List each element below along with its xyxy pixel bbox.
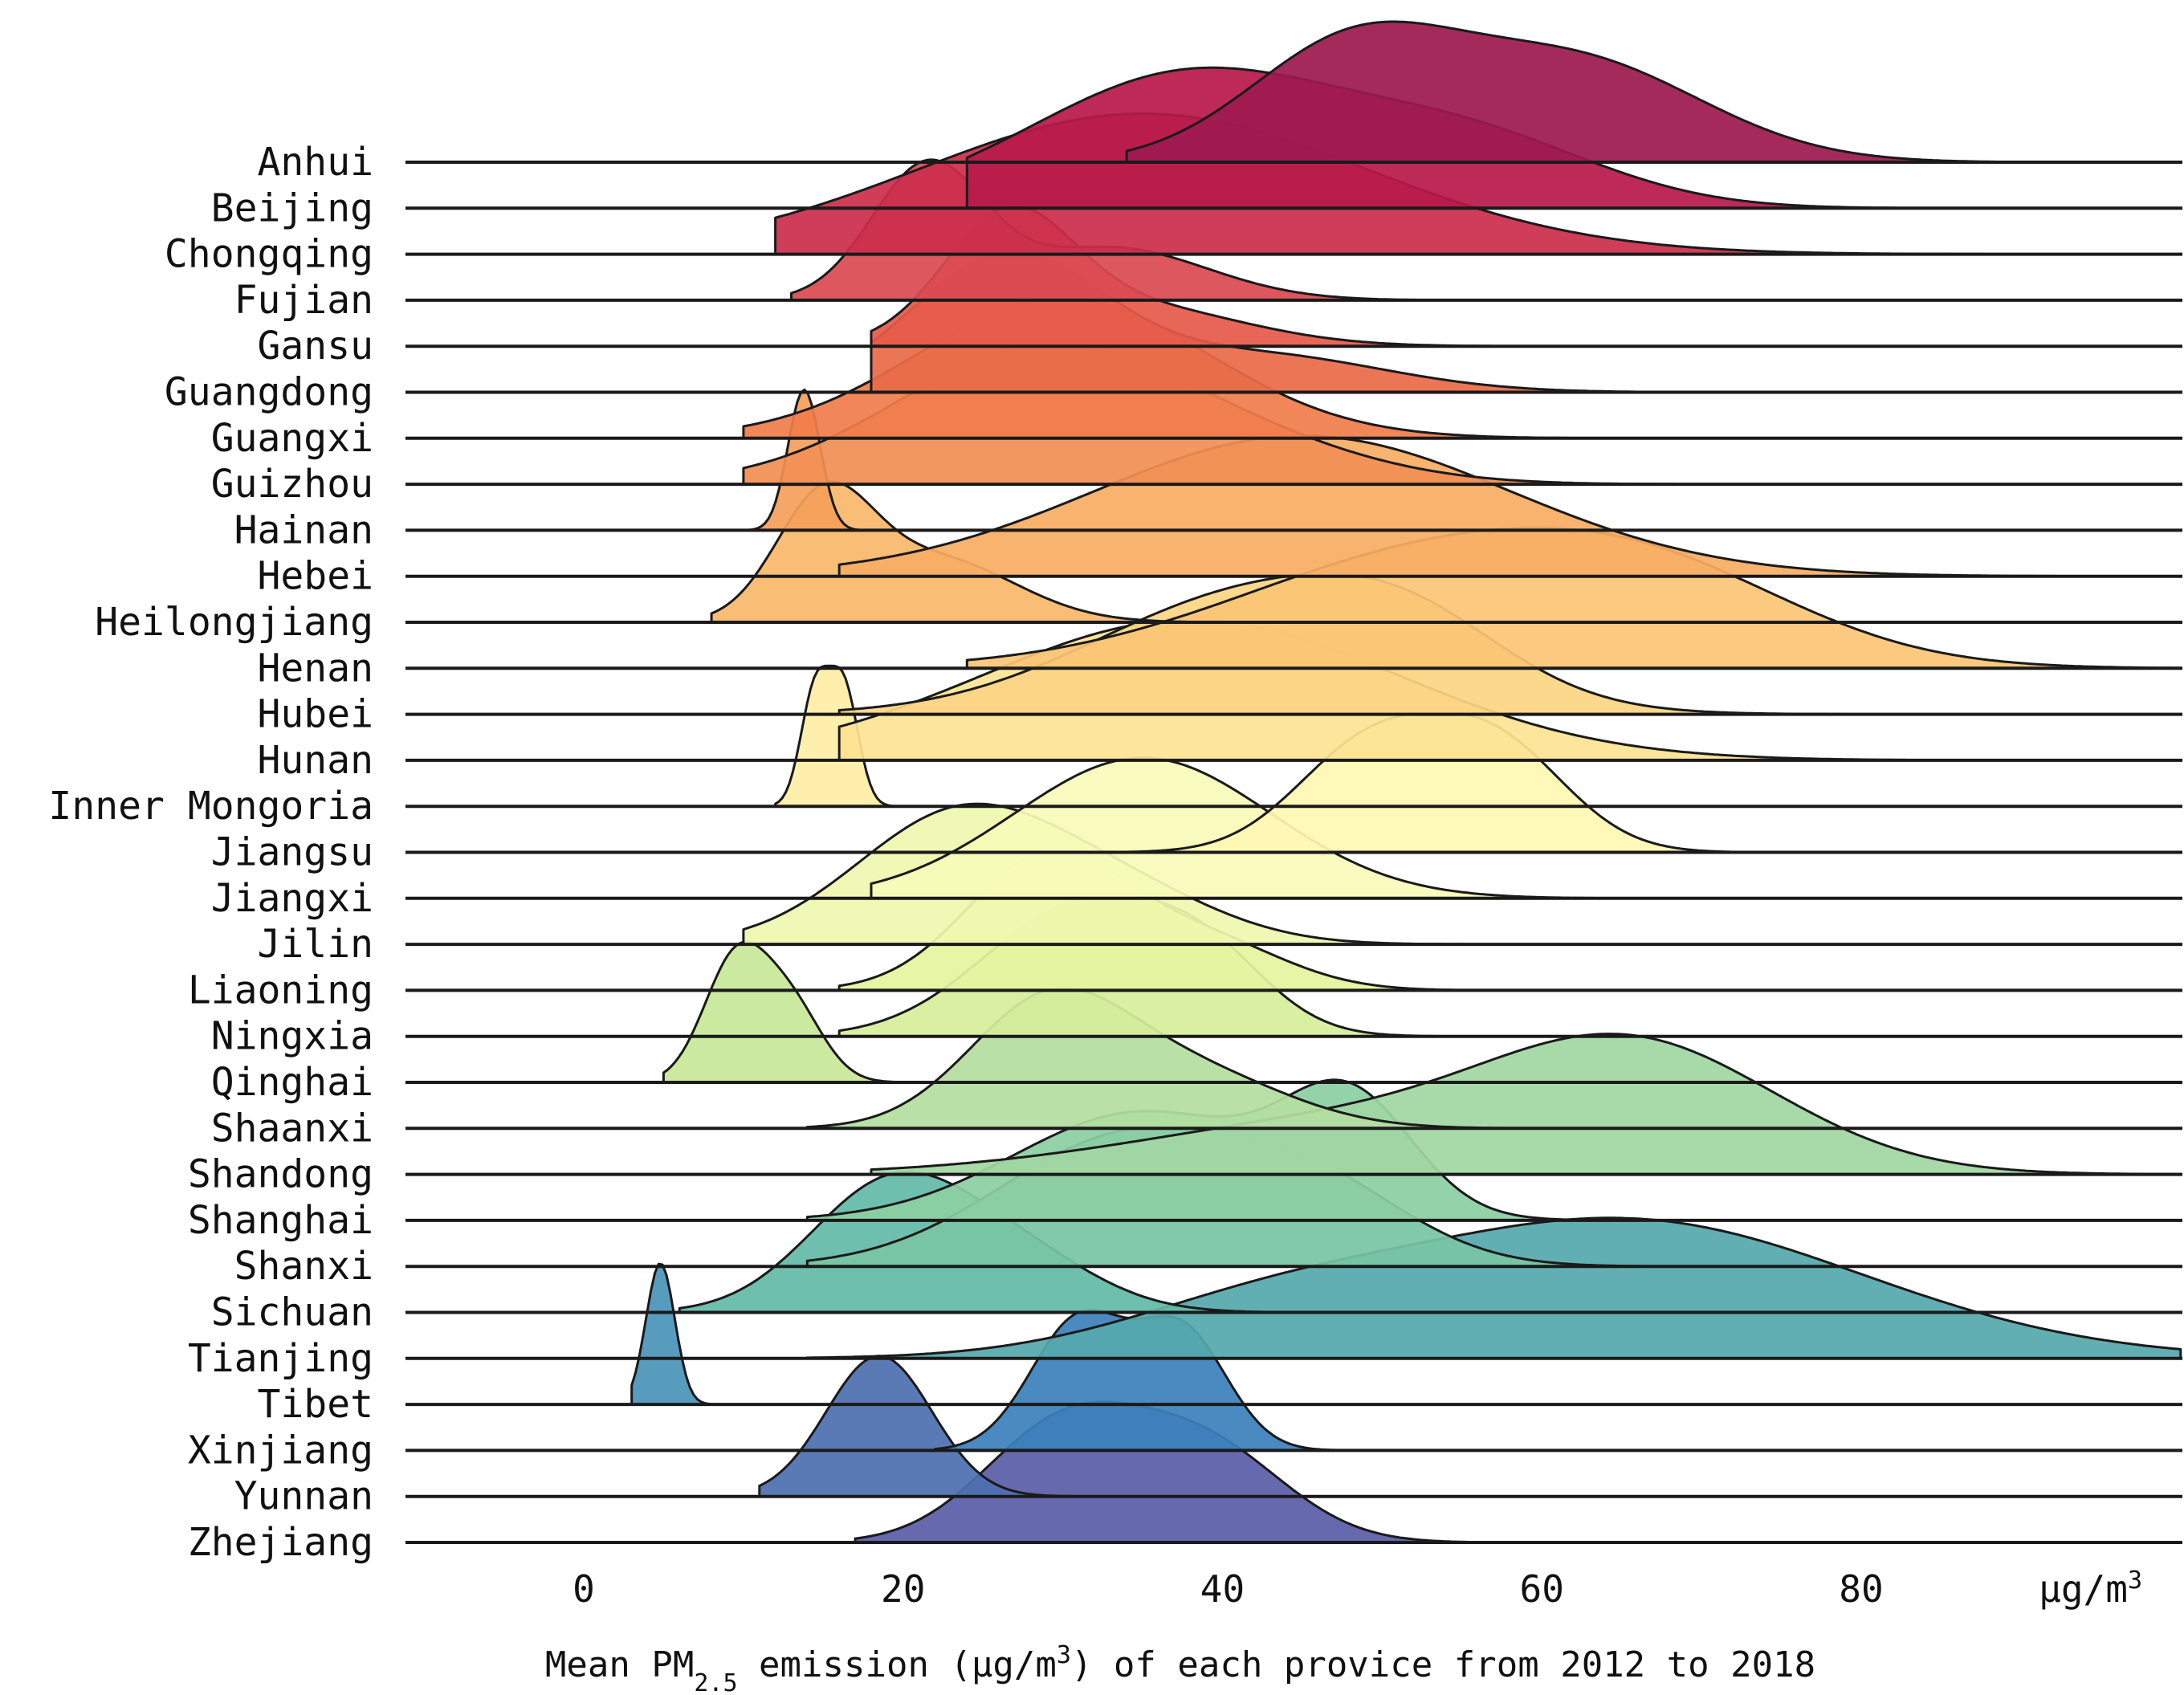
x-tick-label: 80	[1839, 1567, 1883, 1611]
province-label: Shanghai	[188, 1198, 373, 1243]
province-label: Hainan	[234, 507, 373, 552]
ridge-tianjing	[405, 1216, 2182, 1360]
province-label: Tibet	[258, 1382, 374, 1427]
ridge-area	[758, 1355, 2182, 1498]
province-label: Henan	[258, 646, 374, 691]
province-label: Jiangsu	[211, 830, 373, 875]
province-label: Jilin	[258, 922, 374, 967]
province-label: Heilongjiang	[95, 600, 373, 645]
ridge-jiangxi	[405, 756, 2182, 900]
ridge-qinghai	[405, 940, 2182, 1084]
province-label: Guangxi	[211, 416, 373, 461]
ridge-yunnan	[405, 1355, 2182, 1498]
ridge-hainan	[405, 388, 2182, 532]
province-label: Guangdong	[165, 370, 373, 415]
province-label: Shandong	[188, 1152, 373, 1197]
x-tick-label: 20	[881, 1567, 925, 1611]
ridge-shandong	[405, 1033, 2182, 1176]
province-label: Yunnan	[234, 1474, 373, 1519]
province-label: Inner Mongoria	[48, 784, 373, 829]
ridge-area	[805, 1216, 2182, 1360]
ridge-inner-mongoria	[405, 664, 2182, 809]
province-label: Qinghai	[211, 1060, 373, 1105]
province-label: Gansu	[258, 324, 374, 369]
province-label: Shanxi	[234, 1244, 373, 1289]
ridge-guangdong	[405, 251, 2182, 394]
ridge-tibet	[405, 1262, 2182, 1407]
province-label: Beijing	[211, 185, 373, 230]
ridge-zhejiang	[405, 1400, 2182, 1544]
ridge-jilin	[405, 802, 2182, 947]
province-labels: ZhejiangYunnanXinjiangTibetTianjingSichu…	[48, 140, 373, 1565]
chart-caption: Mean PM2.5 emission (μg/m3) of each prov…	[545, 1641, 1815, 1695]
province-label: Jiangxi	[211, 876, 373, 921]
province-label: Liaoning	[188, 968, 373, 1013]
ridge-area	[662, 940, 2182, 1084]
province-label: Hebei	[258, 554, 374, 599]
province-label: Shaanxi	[211, 1106, 373, 1151]
x-tick-label: 40	[1200, 1567, 1245, 1611]
province-label: Tianjing	[188, 1336, 373, 1381]
province-label: Ningxia	[211, 1014, 373, 1059]
province-label: Hunan	[258, 738, 374, 783]
province-label: Zhejiang	[188, 1520, 373, 1565]
province-label: Guizhou	[211, 462, 373, 507]
province-label: Hubei	[258, 692, 374, 737]
ridge-area	[870, 1033, 2182, 1176]
ridges-group	[405, 20, 2182, 1544]
x-tick-label: 60	[1520, 1567, 1564, 1611]
province-label: Xinjiang	[188, 1428, 373, 1473]
province-label: Anhui	[258, 140, 374, 185]
province-label: Chongqing	[165, 232, 373, 277]
x-tick-label: 0	[572, 1567, 595, 1611]
ridge-area	[1125, 20, 2182, 164]
x-axis-unit-label: μg/m3	[2039, 1567, 2142, 1611]
province-label: Sichuan	[211, 1290, 373, 1335]
x-axis: 0 20 40 60 80	[572, 1567, 1884, 1611]
ridge-anhui	[405, 20, 2182, 164]
province-label: Fujian	[234, 278, 373, 323]
